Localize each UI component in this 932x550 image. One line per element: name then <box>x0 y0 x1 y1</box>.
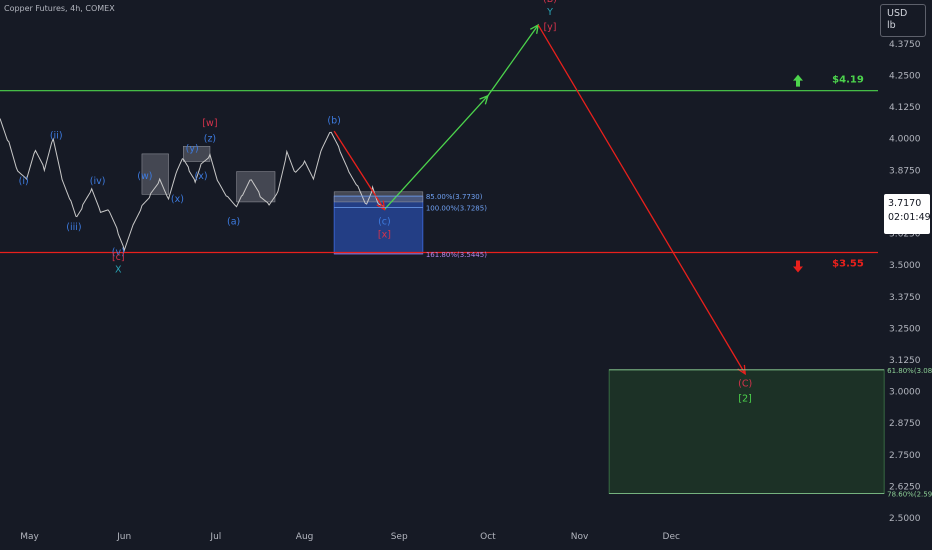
down-arrow-icon <box>793 260 803 273</box>
y-tick-3: 4.0000 <box>889 135 921 145</box>
x-tick-3: Aug <box>296 532 314 542</box>
y-axis: 4.37504.25004.12504.00003.87503.75003.62… <box>889 40 921 524</box>
wave-label-20: (C) <box>738 379 752 390</box>
fib-labels-layer: 85.00%(3.7730) 100.00%(3.7285) 161.80%(3.5… <box>334 193 932 499</box>
wave-label-12: [w] <box>202 118 217 129</box>
wave-label-2: (iii) <box>66 222 81 233</box>
x-axis: May Jun Jul Aug Sep Oct Nov Dec <box>20 532 680 542</box>
price-layer <box>0 118 385 253</box>
wave-label-16: [x] <box>378 229 391 240</box>
y-tick-10: 3.1250 <box>889 356 921 366</box>
x-tick-7: Dec <box>663 532 680 542</box>
wave-label-0: (i) <box>19 176 29 187</box>
unit-selector[interactable]: USD lb <box>880 4 926 37</box>
y-tick-13: 2.7500 <box>889 451 921 461</box>
wave-label-19: [y] <box>543 22 556 33</box>
down-arrow-line <box>537 24 746 375</box>
y-tick-4: 3.8750 <box>889 166 921 176</box>
wave-label-13: (a) <box>227 217 240 228</box>
fib-label-4: 78.60%(2.5965) <box>887 491 932 499</box>
y-tick-6: 3.6250 <box>889 230 921 240</box>
consolidation-box-3 <box>333 191 424 203</box>
fib-label-0: 85.00%(3.7730) <box>426 193 483 201</box>
wave-label-5: [c] <box>112 252 125 263</box>
measure-label: lb <box>887 20 896 31</box>
y-tick-12: 2.8750 <box>889 419 921 429</box>
resistance-label: $4.19 <box>832 75 864 86</box>
wave-label-9: (y) <box>186 143 199 154</box>
wave-label-15: (c) <box>378 217 391 228</box>
support-label: $3.55 <box>832 259 864 270</box>
chart-title: Copper Futures, 4h, COMEX <box>4 4 115 13</box>
wave-label-21: [2] <box>738 394 751 405</box>
y-tick-15: 2.5000 <box>889 514 921 524</box>
last-price-tag: 3.7170 02:01:49 <box>884 194 931 234</box>
x-tick-5: Oct <box>480 532 496 542</box>
wave-label-4: (v) <box>112 247 125 258</box>
wave-label-14: (b) <box>327 116 340 127</box>
x-tick-1: Jun <box>116 532 131 542</box>
fib-label-3: 61.80%(3.0860) <box>887 367 932 375</box>
y-arrow-line <box>487 24 539 97</box>
wave-label-3: (iv) <box>90 176 106 187</box>
up-arrow-line <box>383 95 489 210</box>
currency-label: USD <box>887 8 908 19</box>
last-price-value: 3.7170 <box>888 198 922 209</box>
x-tick-2: Jul <box>209 532 221 542</box>
x-tick-6: Nov <box>571 532 589 542</box>
down-lead-head <box>376 200 386 211</box>
y-tick-11: 3.0000 <box>889 388 921 398</box>
wave-label-1: (ii) <box>50 131 63 142</box>
y-tick-9: 3.2500 <box>889 324 921 334</box>
fib-label-1: 100.00%(3.7285) <box>426 204 487 212</box>
green-target-zone <box>608 369 885 494</box>
wave-labels-layer: (i) (ii) (iii) (iv) (v)[c] X (w) (x) (y) (x) (z) [w… <box>19 0 753 405</box>
y-tick-1: 4.2500 <box>889 72 921 82</box>
up-arrow-icon <box>793 74 803 87</box>
wave-label-8: (x) <box>171 194 184 205</box>
wave-label-17: (B) <box>543 0 557 5</box>
y-tick-14: 2.6250 <box>889 482 921 492</box>
fib-label-2: 161.80%(3.5445) <box>426 251 487 259</box>
wave-label-10: (x) <box>195 171 208 182</box>
x-tick-4: Sep <box>391 532 408 542</box>
price-series <box>0 118 385 253</box>
wave-label-18: Y <box>546 7 553 18</box>
y-tick-0: 4.3750 <box>889 40 921 50</box>
down-arrow-head <box>737 364 746 376</box>
y-tick-8: 3.3750 <box>889 293 921 303</box>
wave-label-6: X <box>115 265 122 276</box>
wave-label-11: (z) <box>204 133 216 144</box>
levels-layer: $4.19 $3.55 <box>0 74 878 273</box>
zones-layer <box>141 146 885 494</box>
wave-label-7: (w) <box>137 171 152 182</box>
y-tick-2: 4.1250 <box>889 103 921 113</box>
x-tick-0: May <box>20 532 39 542</box>
last-price-countdown: 02:01:49 <box>888 212 931 223</box>
y-tick-7: 3.5000 <box>889 261 921 271</box>
